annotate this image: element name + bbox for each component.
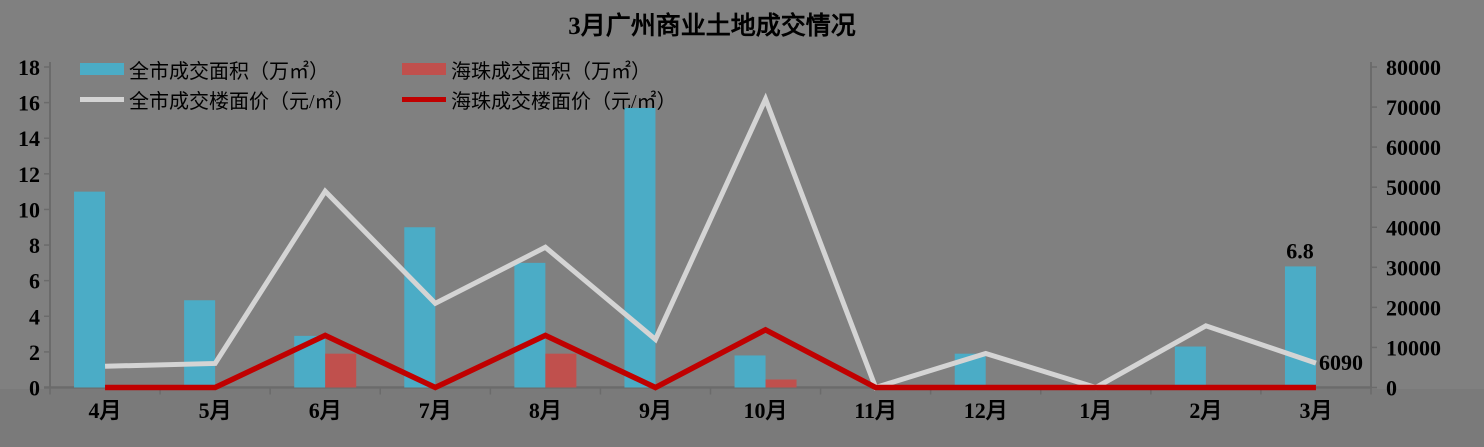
right-axis-tick-label: 30000 [1386,255,1441,280]
left-axis-tick-label: 14 [18,126,40,151]
line-city-price [104,92,1317,391]
legend-swatch-city-area [80,63,124,75]
x-axis-category-label: 10月 [744,398,788,423]
x-axis-category-label: 1月 [1079,398,1112,423]
bar-haizhu-area-6月 [325,353,357,388]
right-axis-tick-label: 0 [1386,376,1397,401]
data-label-6.8: 6.8 [1286,238,1314,263]
left-axis-tick-label: 10 [18,197,40,222]
x-axis-category-label: 9月 [639,398,672,423]
x-axis-category-label: 3月 [1299,398,1332,423]
bar-city-area-2月 [1174,346,1206,388]
legend-label: 全市成交面积（万㎡） [129,60,329,83]
bar-city-area-7月 [404,227,436,388]
x-axis-category-label: 6月 [309,398,342,423]
x-axis-category-label: 7月 [419,398,452,423]
left-axis-tick-label: 0 [29,376,40,401]
x-axis-category-label: 12月 [964,398,1008,423]
legend-swatch-haizhu-area [402,63,446,75]
bar-city-area-9月 [624,107,656,388]
right-axis-tick-label: 80000 [1386,55,1441,80]
left-axis-tick-label: 16 [18,91,40,116]
x-axis-category-label: 8月 [529,398,562,423]
x-axis-category-label: 5月 [199,398,232,423]
x-axis-zone [0,389,1484,447]
right-axis-tick-label: 10000 [1386,335,1441,360]
x-axis-category-label: 11月 [854,398,897,423]
right-axis-tick-label: 60000 [1386,135,1441,160]
legend-label: 海珠成交面积（万㎡） [451,60,651,83]
legend-swatch-haizhu-price [402,96,446,102]
legend-label: 全市成交楼面价（元/㎡） [129,90,355,113]
bar-haizhu-area-10月 [765,379,797,388]
line-haizhu-price [105,326,1316,391]
legend-item-city-area: 全市成交面积（万㎡） [80,57,329,83]
right-axis-tick-label: 50000 [1386,175,1441,200]
bar-city-area-4月 [74,191,106,388]
bar-city-area-3月 [1284,266,1316,388]
left-axis-tick-label: 8 [29,233,40,258]
x-axis-category-label: 4月 [89,398,122,423]
legend-label: 海珠成交楼面价（元/㎡） [451,90,677,113]
right-axis-tick-label: 70000 [1386,95,1441,120]
legend-item-haizhu-price: 海珠成交楼面价（元/㎡） [402,87,677,113]
left-axis-tick-label: 12 [18,162,40,187]
legend-swatch-city-price [80,96,124,102]
left-axis-tick-label: 2 [29,340,40,365]
legend-item-haizhu-area: 海珠成交面积（万㎡） [402,57,651,83]
left-axis-tick-label: 18 [18,55,40,80]
bar-city-area-5月 [184,300,216,388]
bar-haizhu-area-8月 [545,353,577,388]
bar-city-area-10月 [734,355,766,388]
data-label-6090: 6090 [1319,350,1363,375]
chart-title: 3月广州商业土地成交情况 [568,13,856,40]
legend-item-city-price: 全市成交楼面价（元/㎡） [80,87,355,113]
left-axis-tick-label: 4 [29,304,40,329]
left-axis-tick-label: 6 [29,269,40,294]
x-axis-category-label: 2月 [1189,398,1222,423]
bar-city-area-8月 [514,262,546,388]
right-axis-tick-label: 40000 [1386,215,1441,240]
right-axis-tick-label: 20000 [1386,295,1441,320]
